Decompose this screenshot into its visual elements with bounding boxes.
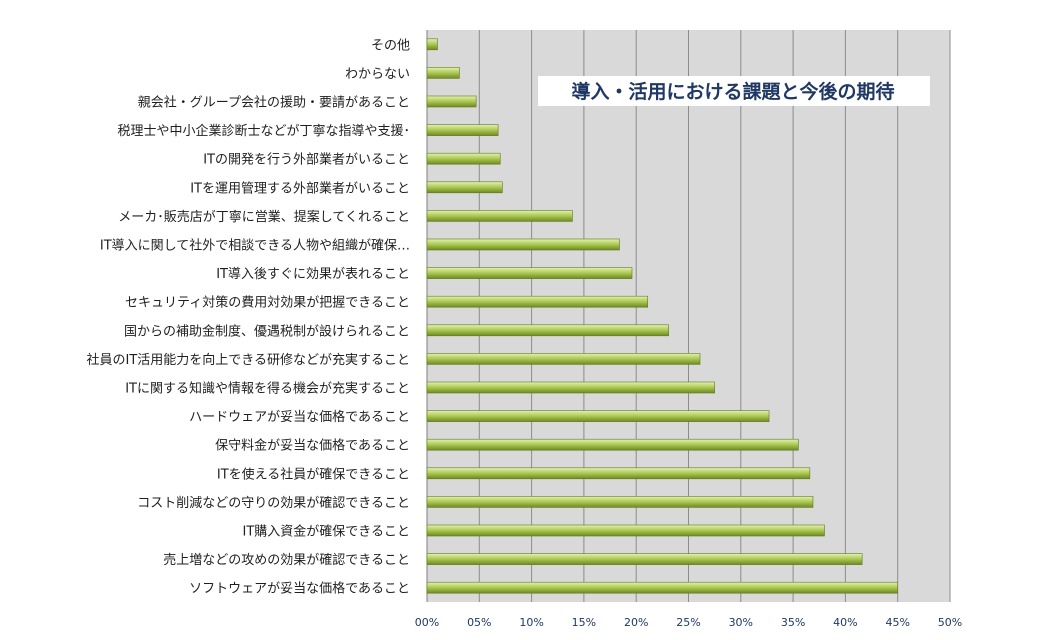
bar — [426, 553, 863, 565]
category-labels: その他わからない親会社・グループ会社の援助・要請があること税理士や中小企業診断士… — [86, 38, 410, 596]
x-tick-label: 05% — [467, 616, 491, 629]
bar — [426, 496, 814, 508]
category-label: 国からの補助金制度、優遇税制が設けられること — [124, 323, 410, 339]
bar — [426, 152, 501, 165]
category-label: ソフトウェアが妥当な価格であること — [189, 581, 410, 597]
x-tick-label: 30% — [729, 616, 753, 629]
bar — [426, 353, 701, 365]
category-label: 親会社・グループ会社の援助・要請があること — [138, 95, 410, 111]
x-tick-label: 35% — [781, 616, 805, 629]
x-tick-label: 15% — [572, 616, 596, 629]
bar — [426, 267, 633, 279]
chart-title-background — [538, 76, 930, 106]
bar — [426, 581, 899, 594]
x-tick-label: 40% — [833, 616, 857, 629]
category-label: 社員のIT活用能力を向上できる研修などが充実すること — [86, 352, 410, 368]
bar — [426, 467, 811, 480]
category-label: 売上増などの攻めの効果が確認できること — [163, 552, 410, 568]
bar — [426, 238, 620, 251]
category-label: ITの開発を行う外部業者がいること — [203, 152, 410, 168]
category-label: コスト削減などの守りの効果が確認できること — [137, 495, 410, 511]
bar — [426, 67, 460, 79]
x-tick-label: 25% — [676, 616, 700, 629]
category-label: ITを運用管理する外部業者がいること — [190, 180, 410, 196]
x-tick-label: 10% — [519, 616, 543, 629]
bar — [426, 381, 715, 394]
bar — [426, 124, 499, 136]
x-tick-label: 45% — [885, 616, 909, 629]
category-label: IT購入資金が確保できること — [242, 524, 410, 540]
category-label: ITに関する知識や情報を得る機会が充実すること — [125, 381, 410, 397]
category-label: ITを使える社員が確保できること — [217, 466, 410, 482]
x-tick-label: 00% — [415, 616, 439, 629]
bar — [426, 210, 573, 222]
chart-title-box: 導入・活用における課題と今後の期待 — [538, 76, 930, 106]
category-label: IT導入に関して社外で相談できる人物や組織が確保… — [100, 238, 410, 254]
bar — [426, 38, 438, 51]
bar — [426, 438, 799, 451]
category-label: IT導入後すぐに効果が表れること — [216, 267, 410, 282]
category-label: わからない — [345, 67, 410, 82]
category-label: 税理士や中小企業診断士などが丁寧な指導や支援･ — [117, 123, 410, 139]
chart-title: 導入・活用における課題と今後の期待 — [571, 80, 894, 103]
category-label: ハードウェアが妥当な価格であること — [189, 409, 410, 425]
x-tick-label: 20% — [624, 616, 648, 629]
category-label: その他 — [371, 38, 410, 53]
x-axis-ticks: 00% 05% 10% 15% 20% 25% 30% 35% 40% 45% 50% — [415, 616, 962, 629]
bar — [426, 524, 825, 537]
category-label: セキュリティ対策の費用対効果が把握できること — [125, 295, 410, 311]
category-label: 保守料金が妥当な価格であること — [215, 438, 410, 454]
category-label: メーカ･販売店が丁寧に営業、提案してくれること — [118, 209, 410, 225]
bar — [426, 324, 669, 337]
bar — [426, 295, 649, 308]
bars — [426, 38, 899, 594]
bar — [426, 181, 503, 194]
gridlines — [426, 30, 951, 602]
bar — [426, 95, 477, 108]
bar — [426, 410, 770, 422]
x-tick-label: 50% — [938, 616, 962, 629]
